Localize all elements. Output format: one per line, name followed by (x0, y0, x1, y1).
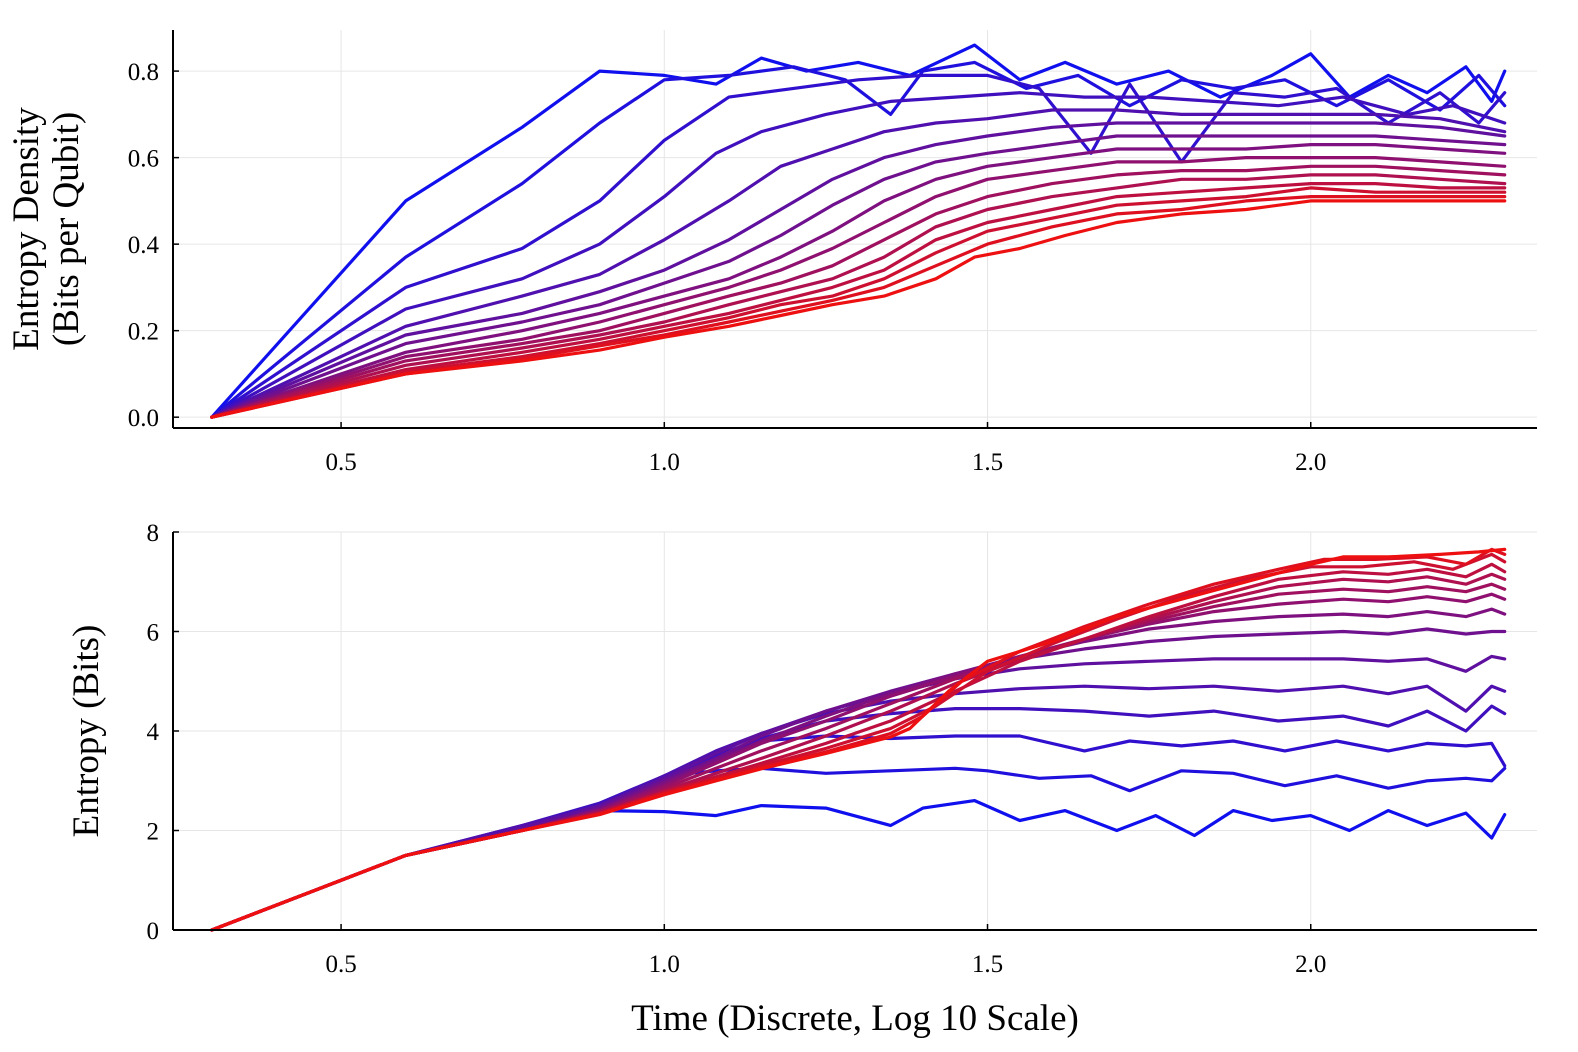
y-axis-title: Entropy (Bits) (66, 625, 107, 838)
series-line-14 (210, 195, 1507, 419)
x-tick-label: 0.5 (325, 449, 356, 476)
series-line-6 (210, 654, 1507, 932)
x-tick-label: 1.0 (649, 449, 680, 476)
x-tick-label: 1.5 (972, 449, 1003, 476)
x-axis-title: Time (Discrete, Log 10 Scale) (631, 998, 1079, 1039)
x-tick-label: 0.5 (325, 951, 356, 978)
series-line-7 (210, 134, 1507, 419)
series-line-6 (210, 121, 1507, 419)
y-tick-label: 6 (147, 620, 160, 647)
series-line-5 (210, 108, 1507, 419)
x-tick-label: 2.0 (1295, 951, 1326, 978)
series-line-12 (210, 182, 1507, 419)
y-tick-label: 0.8 (128, 59, 159, 86)
series-line-13 (210, 186, 1507, 419)
series-line-11 (210, 173, 1507, 419)
y-axis-title: (Bits per Qubit) (46, 112, 87, 346)
x-tick-label: 1.0 (649, 951, 680, 978)
series-line-2 (210, 60, 1507, 419)
y-tick-label: 0.4 (128, 232, 160, 259)
entropy-density-panel: 0.5 1.0 1.5 2.0 0.0 0.2 0.4 0.6 0.8 Entropy Densi… (6, 30, 1537, 476)
y-tick-label: 4 (147, 719, 160, 746)
entropy-panel: 0.5 1.0 1.5 2.0 0 2 4 6 8 Entropy (Bits) (66, 520, 1537, 978)
y-tick-label: 0.6 (128, 146, 159, 173)
series-line-1 (210, 43, 1507, 419)
x-tick-label: 1.5 (972, 951, 1003, 978)
x-tick-label: 2.0 (1295, 449, 1326, 476)
series-line-15 (210, 547, 1507, 932)
series-line-3 (210, 73, 1507, 419)
y-tick-label: 0 (147, 918, 160, 945)
series-line-4 (210, 91, 1507, 419)
y-tick-label: 2 (147, 819, 160, 846)
y-tick-label: 0.2 (128, 319, 159, 346)
y-tick-label: 8 (147, 520, 160, 547)
series-line-15 (210, 199, 1507, 419)
series-line-9 (210, 156, 1507, 419)
series-line-8 (210, 143, 1507, 419)
series-line-1 (210, 799, 1507, 932)
series-line-10 (210, 164, 1507, 419)
y-tick-label: 0.0 (128, 405, 159, 432)
y-axis-title: Entropy Density (6, 107, 47, 351)
